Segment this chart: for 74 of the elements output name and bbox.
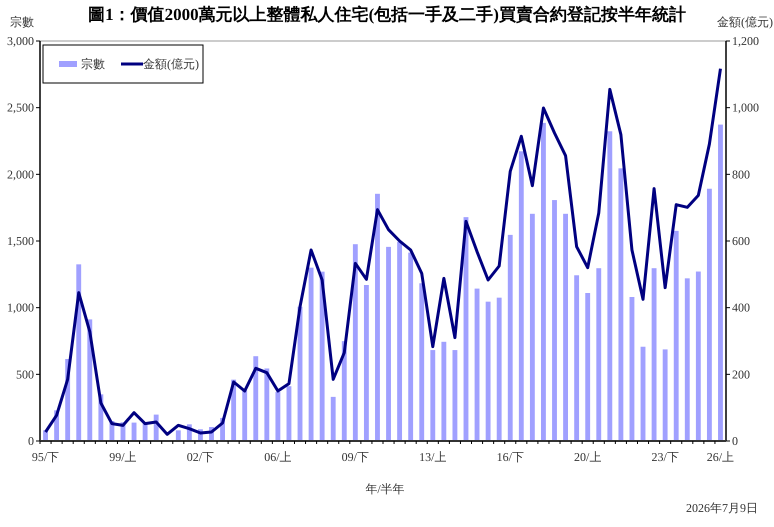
y-tick-label: 1,000 (7, 300, 34, 315)
bar (330, 396, 336, 441)
bar (132, 422, 136, 441)
bar (652, 268, 657, 441)
text: 2026年7月9日 (686, 501, 758, 515)
bar (452, 350, 458, 441)
bar (630, 297, 634, 441)
y2-tick-label: 1,200 (732, 34, 759, 48)
y-tick-label: 2,000 (7, 167, 34, 182)
bar (508, 234, 513, 441)
bar (596, 268, 602, 441)
x-tick-label: 20/上 (574, 450, 602, 464)
bar (364, 285, 369, 441)
bar (541, 122, 546, 441)
x-tick-label: 26/上 (706, 450, 734, 464)
x-tick-label: 02/下 (186, 450, 214, 464)
x-tick-label: 13/上 (419, 450, 446, 464)
bar (696, 272, 701, 441)
bar (684, 278, 690, 441)
legend-label: 金額(億元) (143, 57, 199, 71)
x-tick-label: 09/下 (342, 450, 370, 464)
y-tick-label: 1,500 (7, 234, 34, 248)
bar (518, 151, 524, 441)
bar (486, 302, 491, 441)
bar (474, 288, 480, 441)
bar (552, 200, 557, 441)
bar (640, 346, 646, 441)
y2-tick-label: 200 (732, 367, 750, 382)
bar (142, 424, 148, 441)
y2-tick-label: 800 (732, 167, 750, 182)
bar (718, 124, 723, 441)
bar (264, 368, 270, 441)
y2-tick-label: 0 (732, 434, 738, 448)
y-tick-label: 3,000 (7, 34, 34, 48)
bar (563, 214, 568, 441)
bar (607, 131, 612, 441)
bar (408, 252, 414, 441)
bar (430, 350, 436, 441)
bar (706, 188, 712, 441)
x-tick-label: 95/下 (32, 450, 60, 464)
x-tick-label: 06/上 (264, 450, 292, 464)
bar (441, 342, 446, 441)
bar (618, 168, 624, 441)
bar (574, 275, 580, 441)
y2-tick-label: 1,000 (732, 100, 759, 115)
bar (298, 306, 302, 441)
bar (286, 386, 292, 441)
x-tick-label: 99/上 (109, 450, 137, 464)
bar (496, 298, 502, 441)
chart-title: 圖1：價值2000萬元以上整體私人住宅(包括一手及二手)買賣合約登記按半年統計 (88, 5, 686, 24)
bar (674, 230, 679, 441)
bar (530, 214, 535, 441)
x-axis-title: 年/半年 (365, 482, 405, 496)
bar (375, 194, 380, 441)
y-tick-label: 2,500 (7, 100, 34, 115)
bar (308, 268, 314, 441)
legend-label: 宗數 (81, 57, 105, 71)
bar (419, 283, 424, 441)
y-axis-title: 宗數 (10, 15, 34, 29)
bar (386, 246, 391, 441)
y-tick-label: 500 (16, 367, 34, 382)
x-tick-label: 16/下 (496, 450, 524, 464)
bar (585, 293, 590, 441)
x-tick-label: 23/下 (651, 450, 679, 464)
bar (352, 244, 358, 441)
y2-tick-label: 400 (732, 300, 750, 315)
y2-axis-title: 金額(億元) (717, 15, 773, 29)
bar (320, 272, 325, 441)
y-tick-label: 0 (28, 434, 34, 448)
bar (275, 392, 280, 441)
bar (464, 217, 468, 441)
bar (662, 349, 668, 441)
y2-tick-label: 600 (732, 234, 750, 248)
bar (397, 242, 402, 441)
